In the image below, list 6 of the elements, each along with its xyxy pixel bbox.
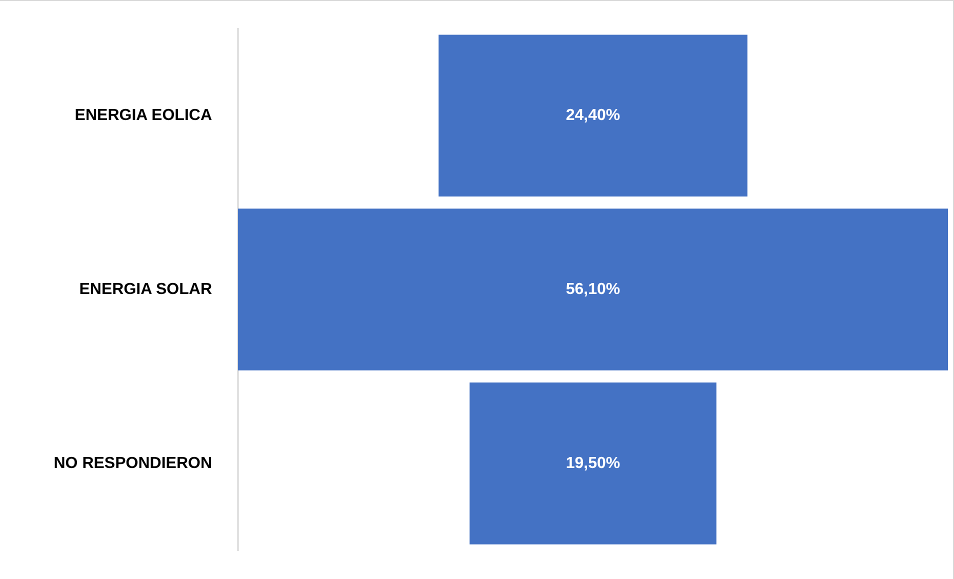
category-label: ENERGIA EOLICA: [74, 106, 212, 124]
category-label: ENERGIA SOLAR: [79, 280, 212, 298]
data-label: 56,10%: [566, 280, 620, 298]
category-label: NO RESPONDIERON: [54, 454, 212, 472]
data-label: 24,40%: [566, 106, 620, 124]
data-label: 19,50%: [566, 454, 620, 472]
